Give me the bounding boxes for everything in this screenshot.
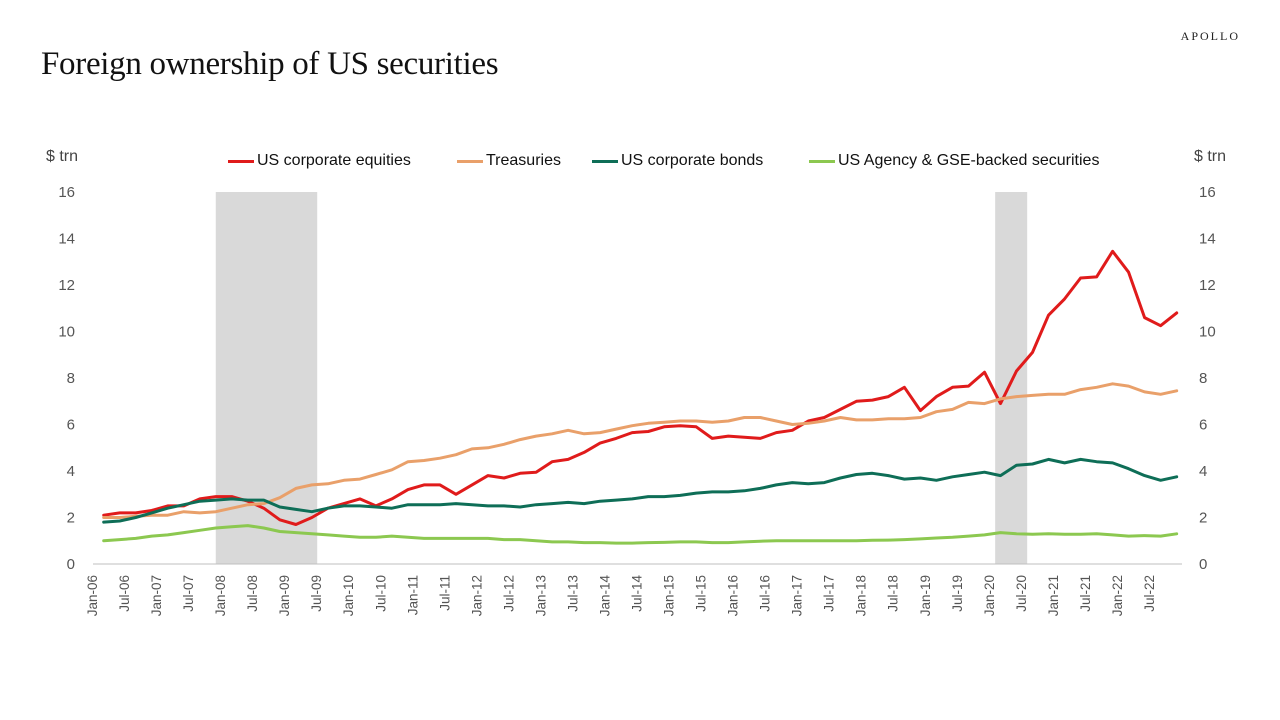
x-tick-label: Jul-19 [950,575,965,612]
x-tick-label: Jul-22 [1142,575,1157,612]
legend-label: US Agency & GSE-backed securities [838,152,1100,169]
x-tick-label: Jul-17 [822,575,837,612]
series-line-treasuries [102,382,1179,519]
x-tick-label: Jan-21 [1046,575,1061,616]
y-tick-label-left: 6 [67,417,75,434]
y-tick-label-right: 14 [1199,231,1216,248]
x-tick-label: Jan-14 [597,575,612,617]
x-tick-label: Jul-08 [245,575,260,612]
x-tick-label: Jan-07 [149,575,164,616]
y-tick-label-right: 12 [1199,277,1216,294]
x-tick-label: Jan-09 [277,575,292,616]
y-tick-label-left: 14 [58,231,75,248]
y-tick-label-left: 0 [67,556,75,573]
y-tick-label-left: 2 [67,510,75,527]
legend-label: US corporate equities [257,152,411,169]
legend-swatch [457,159,483,163]
legend-item-us-corporate-equities: US corporate equities [228,152,411,170]
y-tick-label-right: 10 [1199,324,1216,341]
x-tick-label: Jan-15 [662,575,677,616]
brand-logo: APOLLO [1180,29,1240,43]
x-tick-label: Jul-13 [565,575,580,612]
x-tick-label: Jul-11 [437,575,452,611]
x-tick-label: Jan-20 [982,575,997,616]
x-tick-label: Jul-16 [758,575,773,612]
y-tick-label-right: 4 [1199,463,1207,480]
y-tick-label-left: 16 [58,184,75,201]
x-tick-label: Jul-21 [1078,575,1093,612]
legend-item-us-corporate-bonds: US corporate bonds [592,152,763,170]
x-tick-label: Jan-08 [213,575,228,616]
legend-label: Treasuries [486,152,561,169]
legend-swatch [809,159,835,163]
chart-legend: US corporate equities Treasuries US corp… [0,152,1280,174]
chart-title: Foreign ownership of US securities [41,46,499,82]
x-tick-label: Jan-17 [790,575,805,616]
y-tick-label-right: 0 [1199,556,1207,573]
x-tick-label: Jan-18 [854,575,869,616]
y-axis-unit-left: $ trn [46,148,79,165]
legend-item-treasuries: Treasuries [457,152,561,170]
y-axis-unit-right: $ trn [1194,148,1227,165]
x-tick-label: Jan-10 [341,575,356,616]
y-tick-label-right: 8 [1199,370,1207,387]
y-tick-label-left: 4 [67,463,75,480]
x-tick-label: Jul-18 [886,575,901,612]
y-tick-label-left: 8 [67,370,75,387]
legend-swatch [228,159,254,163]
x-tick-label: Jul-14 [630,575,645,612]
recession-band-2 [995,192,1028,564]
x-tick-label: Jul-12 [501,575,516,612]
y-tick-label-right: 6 [1199,417,1207,434]
x-tick-label: Jan-16 [726,575,741,616]
y-tick-label-right: 2 [1199,510,1207,527]
x-tick-label: Jul-06 [117,575,132,612]
series-line-us-corporate-bonds [102,457,1179,524]
x-tick-label: Jan-13 [533,575,548,616]
y-tick-label-left: 10 [58,324,75,341]
x-tick-label: Jul-07 [181,575,196,612]
x-tick-label: Jul-10 [373,575,388,612]
legend-label: US corporate bonds [621,152,764,169]
x-tick-label: Jan-12 [469,575,484,616]
x-tick-label: Jul-15 [694,575,709,612]
y-tick-label-left: 12 [58,277,75,294]
x-tick-label: Jul-09 [309,575,324,612]
legend-item-us-agency-gse: US Agency & GSE-backed securities [809,152,1099,170]
x-tick-label: Jan-19 [918,575,933,616]
x-tick-label: Jul-20 [1014,575,1029,612]
x-tick-label: Jan-06 [85,575,100,616]
x-tick-label: Jan-11 [405,575,420,615]
legend-swatch [592,159,618,163]
y-tick-label-right: 16 [1199,184,1216,201]
series-line-us-agency-gse-backed-securities [102,524,1179,545]
x-tick-label: Jan-22 [1110,575,1125,616]
